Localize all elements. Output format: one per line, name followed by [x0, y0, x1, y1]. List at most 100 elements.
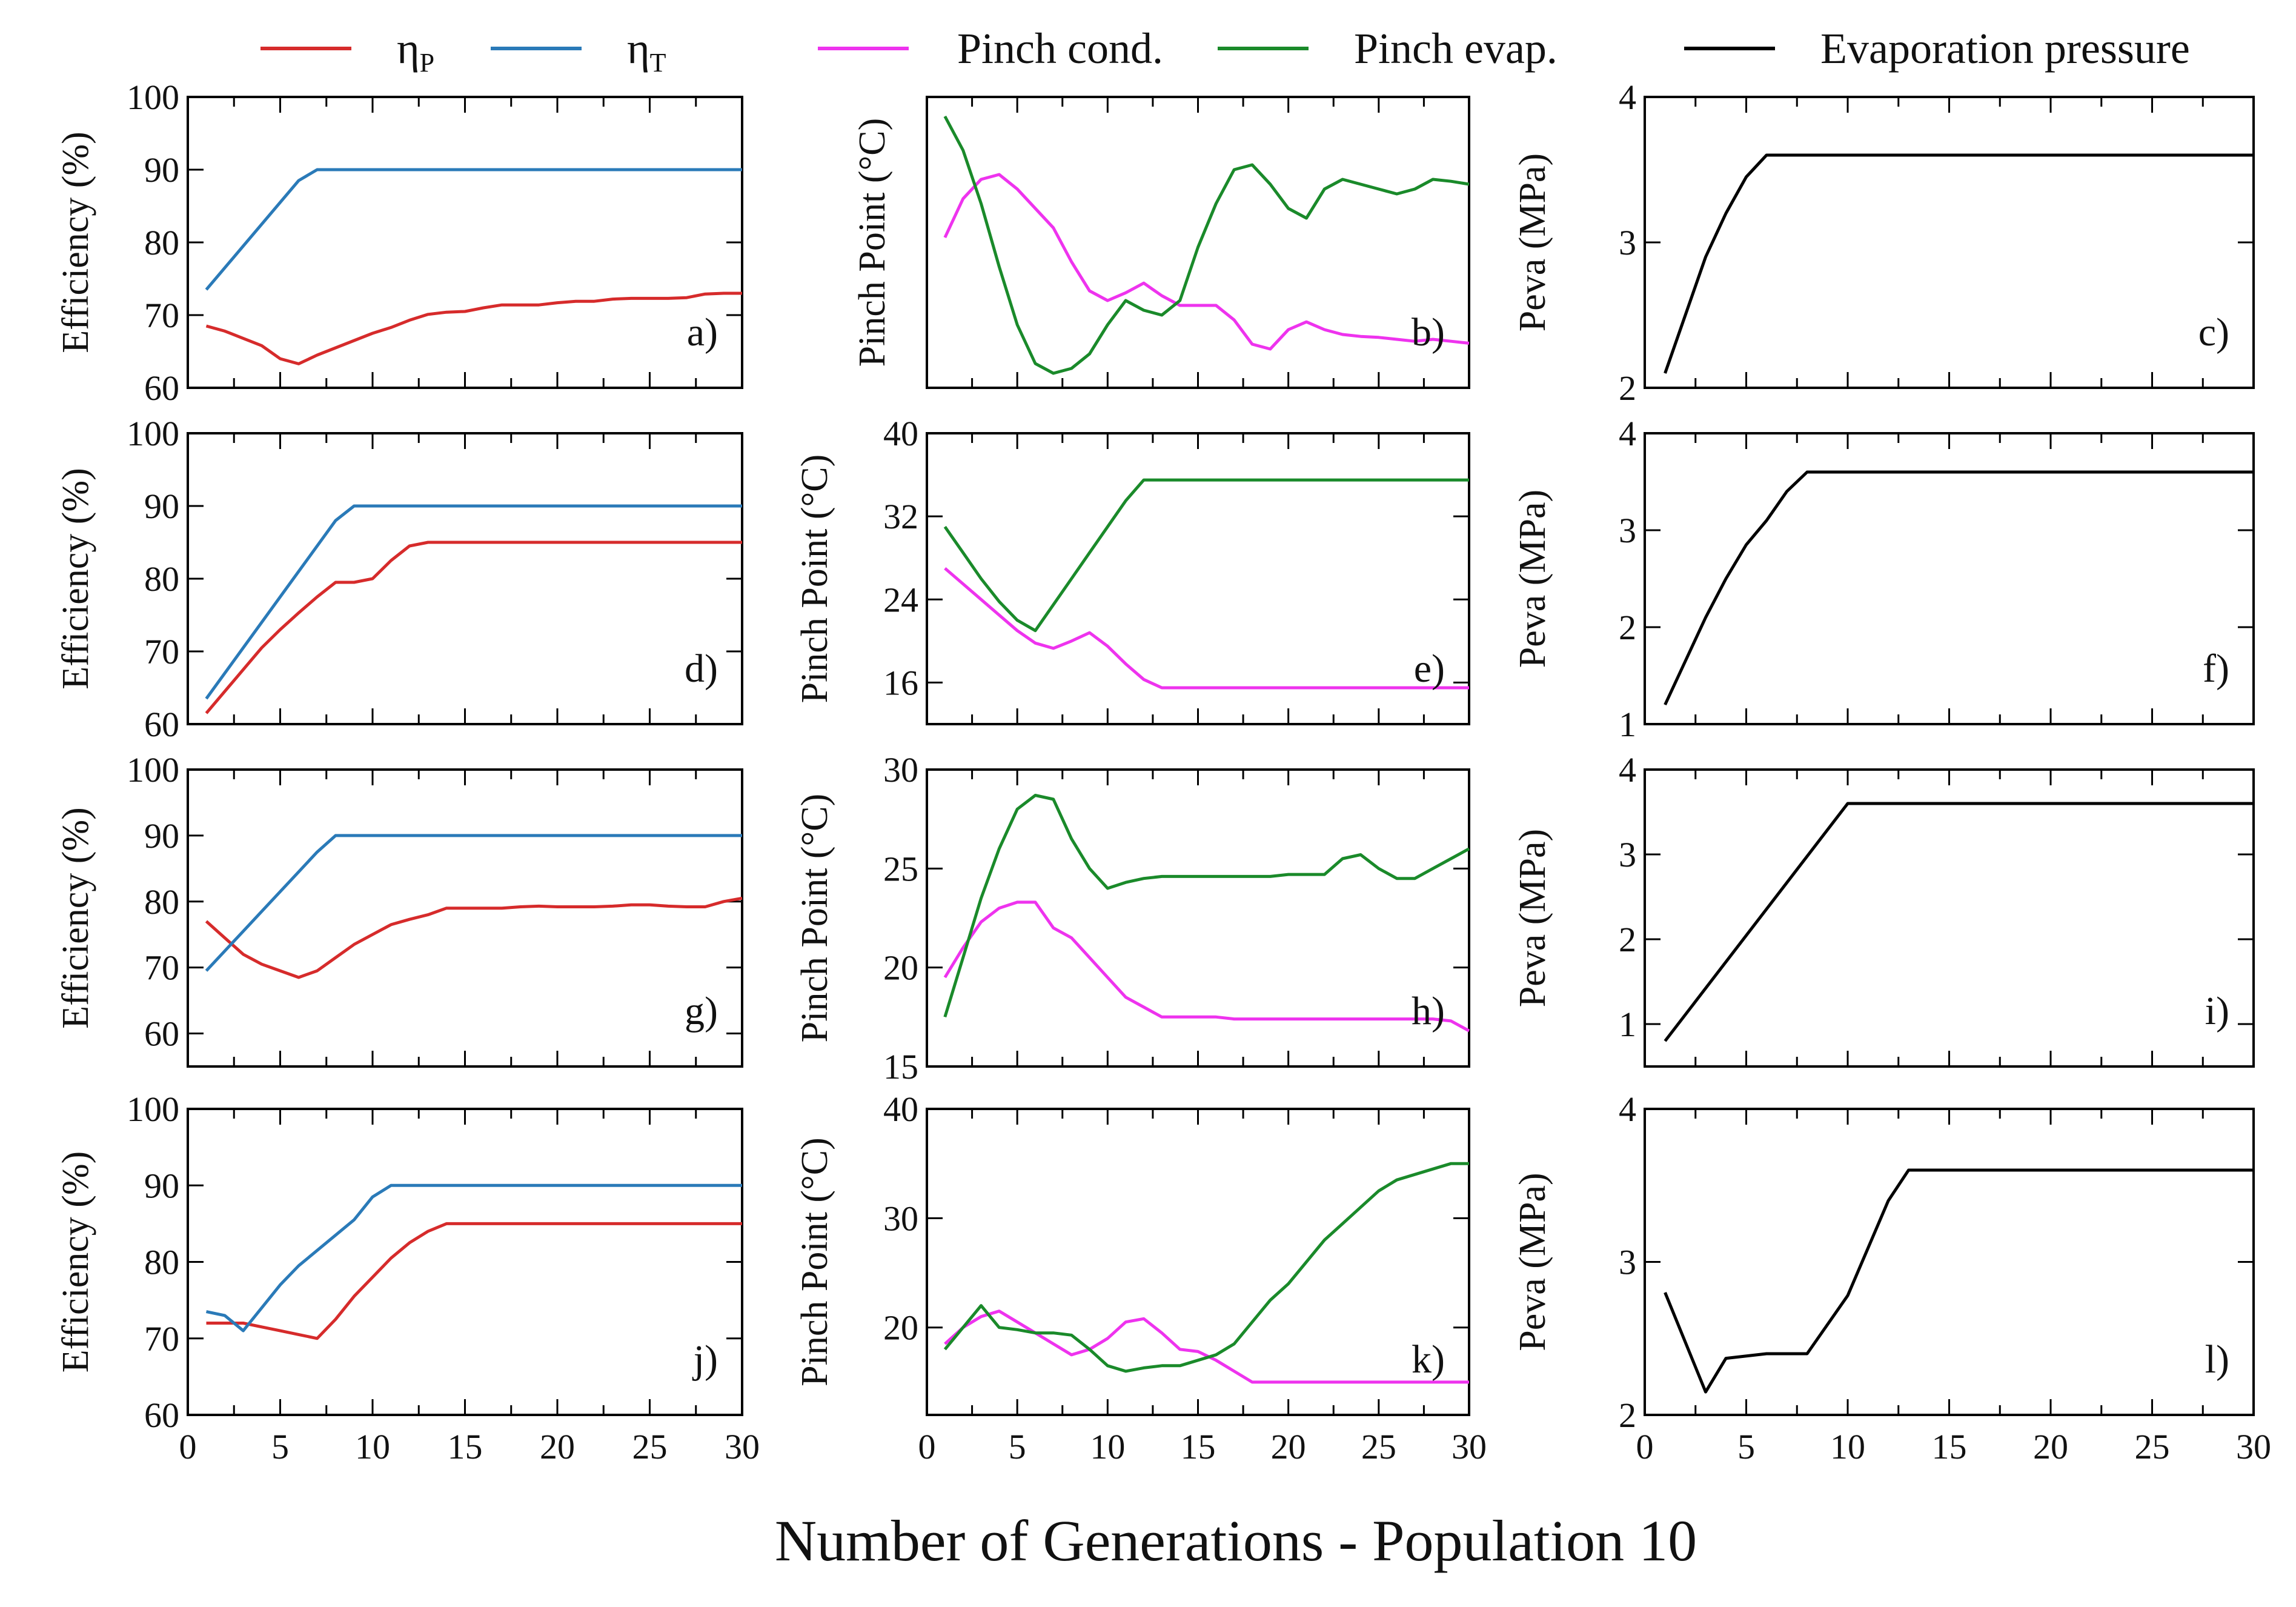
- y-tick-label: 90: [144, 150, 179, 190]
- panel-i: 1 2 3 4 Peva (MPa) i): [1512, 750, 2255, 1068]
- y-tick-label: 3: [1619, 511, 1636, 550]
- y-tick-label: 3: [1619, 1243, 1636, 1282]
- legend-item-eta-t: ηT: [491, 24, 666, 78]
- y-tick-label: 32: [883, 497, 918, 536]
- x-tick-label: 20: [1271, 1427, 1306, 1466]
- legend-label: ηT: [627, 24, 666, 78]
- panel-label: b): [1412, 310, 1445, 354]
- y-tick-label: 60: [144, 705, 179, 744]
- panel-g: 60 70 80 90 100 Efficiency (%) g): [55, 750, 743, 1068]
- y-tick-label: 4: [1619, 414, 1636, 453]
- series-line-eta-p: [205, 896, 743, 979]
- x-tick-label: 30: [1452, 1427, 1487, 1466]
- panel-label: j): [692, 1337, 718, 1382]
- panel-d: 60 70 80 90 100 Efficiency (%) d): [55, 414, 743, 744]
- series-line-pinch-cond: [944, 1309, 1469, 1384]
- panel-l: 2 3 4 0 5 10 15 20 25 30 Peva (MPa) l): [1512, 1090, 2271, 1466]
- panel-e: 16 24 32 40 Pinch Point (°C) e): [794, 414, 1470, 725]
- panel-label: l): [2205, 1337, 2229, 1382]
- plot-frame: [1644, 768, 2255, 1068]
- y-tick-label: 4: [1619, 750, 1636, 790]
- x-tick-label: 15: [1181, 1427, 1216, 1466]
- x-tick-label: 15: [1932, 1427, 1967, 1466]
- y-axis-label: Peva (MPa): [1512, 1173, 1553, 1351]
- legend-item-evap-pressure: Evaporation pressure: [1684, 24, 2190, 73]
- y-tick-label: 70: [144, 948, 179, 988]
- legend-label-main: η: [397, 24, 420, 73]
- panel-label: k): [1412, 1337, 1445, 1382]
- series-line-eta-t: [205, 834, 742, 972]
- y-tick-label: 70: [144, 1319, 179, 1359]
- panel-c: 2 3 4 Peva (MPa) c): [1512, 78, 2255, 408]
- panel-f: 1 2 3 4 Peva (MPa) f): [1512, 414, 2255, 744]
- y-tick-label: 16: [883, 663, 918, 702]
- panel-label: f): [2203, 647, 2229, 691]
- y-tick-label: 80: [144, 1243, 179, 1282]
- legend-item-eta-p: ηP: [260, 24, 434, 78]
- legend-label: Pinch evap.: [1354, 24, 1558, 73]
- panel-label: g): [685, 989, 718, 1033]
- legend-label-main: Pinch cond.: [957, 24, 1163, 73]
- panel-label: a): [687, 310, 718, 354]
- legend-label: Pinch cond.: [957, 24, 1163, 73]
- series-line-pinch-evap: [943, 478, 1469, 633]
- y-tick-label: 2: [1619, 608, 1636, 647]
- y-tick-label: 4: [1619, 1090, 1636, 1129]
- panel-h: 15 20 25 30 Pinch Point (°C) h): [794, 750, 1470, 1086]
- series-line-eta-t: [205, 1183, 742, 1333]
- panel-label: h): [1412, 989, 1445, 1033]
- panel-j: 60 70 80 90 100 0 5 10 15 20 25 30 Efficiency (%) j): [55, 1090, 760, 1466]
- y-tick-label: 1: [1619, 1005, 1636, 1044]
- legend-label-subscript: T: [650, 48, 666, 78]
- panel-k: 20 30 40 0 5 10 15 20 25 30 Pinch Point (°C) k): [794, 1090, 1487, 1466]
- panel-a: 60 70 80 90 100 Efficiency (%) a): [55, 78, 743, 408]
- y-tick-label: 100: [127, 1090, 179, 1129]
- y-tick-label: 100: [127, 78, 179, 117]
- y-axis-label: Pinch Point (°C): [794, 454, 835, 704]
- x-tick-label: 0: [918, 1427, 936, 1466]
- y-axis-label: Peva (MPa): [1512, 829, 1553, 1007]
- y-tick-label: 24: [883, 580, 918, 619]
- y-tick-label: 80: [144, 223, 179, 262]
- legend-label: ηP: [397, 24, 434, 78]
- x-axis-title: Number of Generations - Population 10: [775, 1508, 1697, 1573]
- x-tick-label: 10: [1830, 1427, 1865, 1466]
- panel-label: e): [1414, 647, 1445, 691]
- x-tick-label: 0: [1636, 1427, 1654, 1466]
- y-tick-label: 20: [883, 948, 918, 988]
- legend-label-main: η: [627, 24, 650, 73]
- series-line-pinch-evap: [943, 1162, 1469, 1373]
- y-axis-label: Efficiency (%): [55, 468, 96, 690]
- y-tick-label: 2: [1619, 920, 1636, 959]
- y-tick-label: 3: [1619, 835, 1636, 874]
- y-axis-label: Peva (MPa): [1512, 490, 1553, 668]
- y-axis-label: Peva (MPa): [1512, 153, 1553, 331]
- y-tick-label: 2: [1619, 1396, 1636, 1435]
- y-tick-label: 90: [144, 487, 179, 526]
- x-tick-label: 30: [2236, 1427, 2271, 1466]
- series-line-pinch-cond: [944, 567, 1469, 690]
- y-tick-label: 70: [144, 632, 179, 671]
- y-tick-label: 80: [144, 882, 179, 922]
- plot-frame: [187, 1108, 743, 1416]
- y-tick-label: 20: [883, 1308, 918, 1348]
- x-tick-label: 10: [1090, 1427, 1125, 1466]
- y-tick-label: 70: [144, 296, 179, 335]
- panel-label: d): [685, 647, 718, 691]
- y-tick-label: 100: [127, 414, 179, 453]
- legend: ηP ηT Pinch cond. Pinch evap. Evaporation pr…: [260, 24, 2190, 78]
- series-line-pinch-evap: [943, 794, 1470, 1018]
- plot-frame: [187, 768, 743, 1068]
- series-line-evap-pressure: [1664, 802, 2254, 1042]
- panel-label: c): [2198, 310, 2229, 354]
- y-tick-label: 40: [883, 1090, 918, 1129]
- x-tick-label: 20: [2033, 1427, 2068, 1466]
- y-axis-label: Pinch Point (°C): [794, 1137, 835, 1386]
- x-tick-label: 25: [2135, 1427, 2170, 1466]
- series-line-eta-p: [205, 541, 742, 714]
- y-tick-label: 2: [1619, 368, 1636, 408]
- y-tick-label: 80: [144, 559, 179, 599]
- series-line-pinch-cond: [943, 900, 1470, 1033]
- y-tick-label: 60: [144, 1014, 179, 1054]
